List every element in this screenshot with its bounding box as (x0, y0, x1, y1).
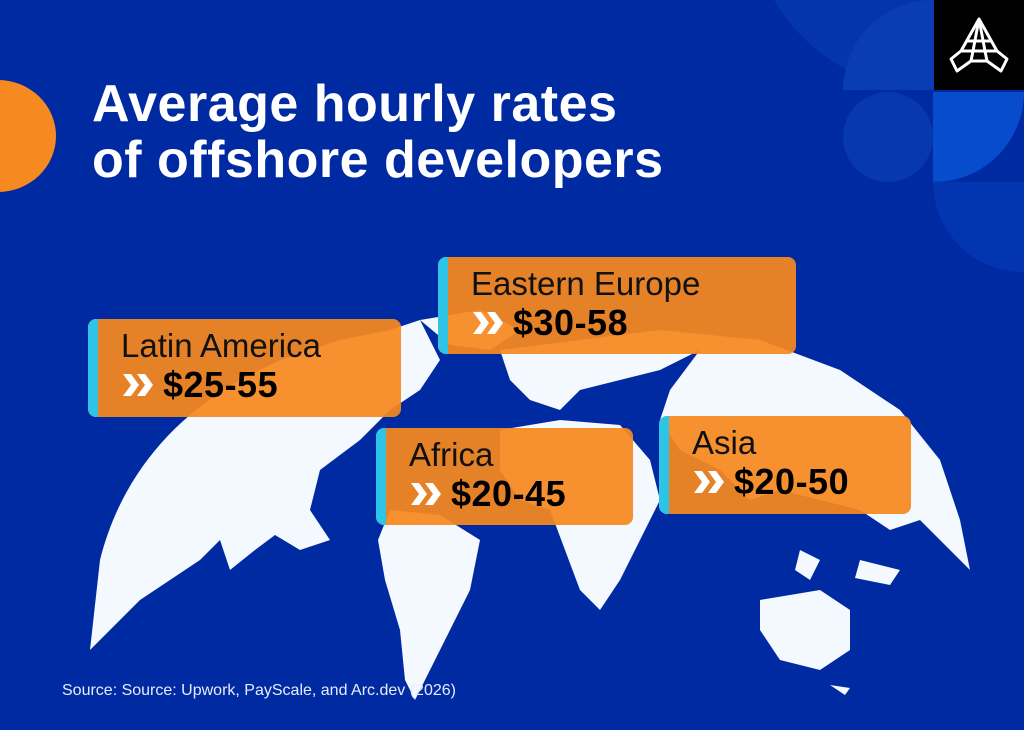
double-chevron-right-icon (123, 374, 153, 396)
source-citation: Source: Source: Upwork, PayScale, and Ar… (62, 682, 456, 699)
region-card-eastern-europe: Eastern Europe $30-58 (438, 257, 796, 354)
region-rate: $30-58 (513, 302, 629, 343)
region-name: Eastern Europe (471, 265, 701, 302)
brand-logo (934, 0, 1024, 90)
region-card-asia: Asia $20-50 (659, 416, 911, 514)
blue-shape-decoration (933, 182, 1024, 272)
region-name: Latin America (121, 327, 321, 364)
region-rate: $25-55 (163, 364, 279, 405)
diamond-logo-icon (949, 17, 1009, 73)
orange-circle-decoration (0, 80, 56, 192)
title-line-1: Average hourly rates (92, 75, 618, 133)
page-title: Average hourly rates of offshore develop… (92, 76, 664, 188)
blue-shape-decoration (933, 92, 1024, 182)
region-rate: $20-50 (734, 461, 850, 502)
double-chevron-right-icon (694, 471, 724, 493)
accent-bar (438, 257, 448, 354)
title-line-2: of offshore developers (92, 131, 664, 189)
region-rate: $20-45 (451, 473, 567, 514)
region-card-africa: Africa $20-45 (376, 428, 633, 525)
double-chevron-right-icon (411, 483, 441, 505)
region-name: Asia (692, 424, 757, 461)
accent-bar (376, 428, 386, 525)
blue-shape-decoration (843, 92, 933, 182)
region-name: Africa (409, 436, 494, 473)
accent-bar (659, 416, 669, 514)
region-card-latin-america: Latin America $25-55 (88, 319, 401, 417)
double-chevron-right-icon (473, 312, 503, 334)
accent-bar (88, 319, 98, 417)
